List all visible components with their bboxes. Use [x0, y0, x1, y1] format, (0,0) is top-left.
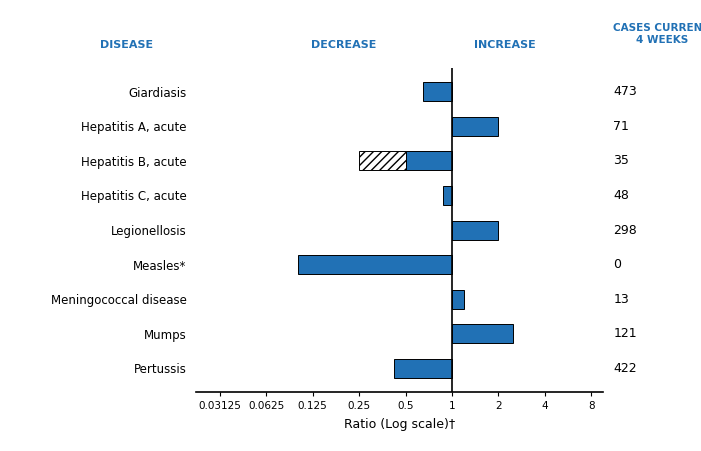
Text: 48: 48: [613, 189, 629, 202]
Bar: [406, 152, 452, 170]
Bar: [298, 255, 452, 274]
Text: 422: 422: [613, 362, 637, 375]
Text: 121: 121: [613, 327, 637, 340]
Text: 35: 35: [613, 154, 629, 167]
Text: 0: 0: [613, 258, 621, 271]
Bar: [394, 359, 452, 377]
Text: INCREASE: INCREASE: [474, 40, 536, 50]
Bar: [452, 290, 464, 308]
Text: DECREASE: DECREASE: [311, 40, 377, 50]
Text: DISEASE: DISEASE: [100, 40, 153, 50]
Text: 473: 473: [613, 85, 637, 98]
Text: 298: 298: [613, 224, 637, 236]
Bar: [452, 221, 498, 239]
X-axis label: Ratio (Log scale)†: Ratio (Log scale)†: [344, 419, 455, 431]
Bar: [444, 186, 452, 205]
Text: 13: 13: [613, 293, 629, 306]
Bar: [452, 117, 498, 136]
Bar: [423, 83, 452, 101]
Text: CASES CURRENT
4 WEEKS: CASES CURRENT 4 WEEKS: [613, 23, 701, 45]
Text: 71: 71: [613, 120, 629, 133]
Bar: [452, 324, 513, 343]
Bar: [359, 152, 406, 170]
